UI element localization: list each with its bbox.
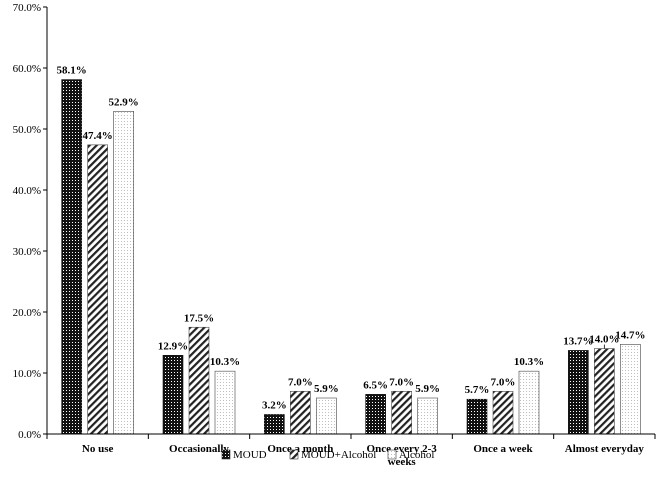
legend: MOUD MOUD+Alcohol Alcohol (221, 449, 434, 461)
data-label: 10.3% (210, 356, 240, 368)
x-axis: No use Occasionally Once a month Once every… (46, 433, 656, 468)
data-label: 47.4% (83, 130, 113, 142)
x-category-label: Once a month (267, 443, 333, 455)
y-axis: 0.0% 10.0% 20.0% 30.0% 40.0% 50.0% 60.0% 70.0% (13, 2, 48, 441)
data-label: 52.9% (109, 96, 139, 108)
bar (264, 414, 285, 435)
data-label: 58.1% (57, 65, 87, 77)
bar (87, 144, 108, 435)
y-tick-label: 60.0% (13, 63, 41, 75)
data-label: 6.5% (363, 379, 388, 391)
data-label: 5.9% (415, 383, 440, 395)
bar (417, 397, 438, 435)
y-tick-label: 40.0% (13, 185, 41, 197)
y-tick-label: 30.0% (13, 246, 41, 258)
legend-swatch (387, 449, 397, 460)
data-label: 5.9% (314, 383, 339, 395)
data-label: 5.7% (465, 384, 490, 396)
bar (466, 398, 488, 435)
data-label: 7.0% (288, 376, 313, 388)
bars (61, 79, 641, 435)
data-label: 17.5% (184, 312, 214, 324)
y-tick-label: 50.0% (13, 124, 41, 136)
bar (518, 370, 540, 435)
legend-label: MOUD+Alcohol (301, 449, 376, 461)
bar (391, 390, 412, 435)
x-category-label: Occasionally (169, 443, 229, 455)
bar (188, 326, 210, 435)
bar (113, 111, 134, 435)
bar (365, 394, 386, 435)
legend-swatch (221, 449, 231, 460)
y-tick-label: 20.0% (13, 307, 41, 319)
bar (214, 370, 236, 435)
legend-label: MOUD (233, 449, 267, 461)
x-category-label: Almost everyday (565, 443, 645, 455)
bar (290, 390, 311, 435)
legend-label: Alcohol (399, 449, 434, 461)
y-tick-label: 0.0% (18, 429, 41, 441)
data-label: 3.2% (262, 399, 287, 411)
bar (162, 355, 184, 435)
bar (568, 350, 589, 435)
x-category-label: No use (82, 443, 114, 455)
x-category-label: Once every 2-3 (367, 443, 438, 455)
bar (594, 348, 615, 435)
y-tick-label: 70.0% (13, 2, 41, 14)
data-label: 13.7% (563, 335, 593, 347)
data-label: 14.0% (589, 334, 619, 346)
data-label: 12.9% (158, 340, 188, 352)
bar (492, 390, 514, 435)
data-label: 14.7% (615, 329, 645, 341)
x-category-label: Once a week (473, 443, 533, 455)
y-tick-label: 10.0% (13, 368, 41, 380)
bar (61, 79, 82, 435)
bar (316, 397, 337, 435)
data-label: 7.0% (389, 376, 414, 388)
data-label: 7.0% (491, 376, 516, 388)
legend-swatch (289, 449, 299, 460)
data-label: 10.3% (514, 356, 544, 368)
data-labels: 58.1%47.4%52.9%12.9%17.5%10.3%3.2%7.0%5.… (57, 65, 646, 412)
bar (620, 344, 641, 435)
